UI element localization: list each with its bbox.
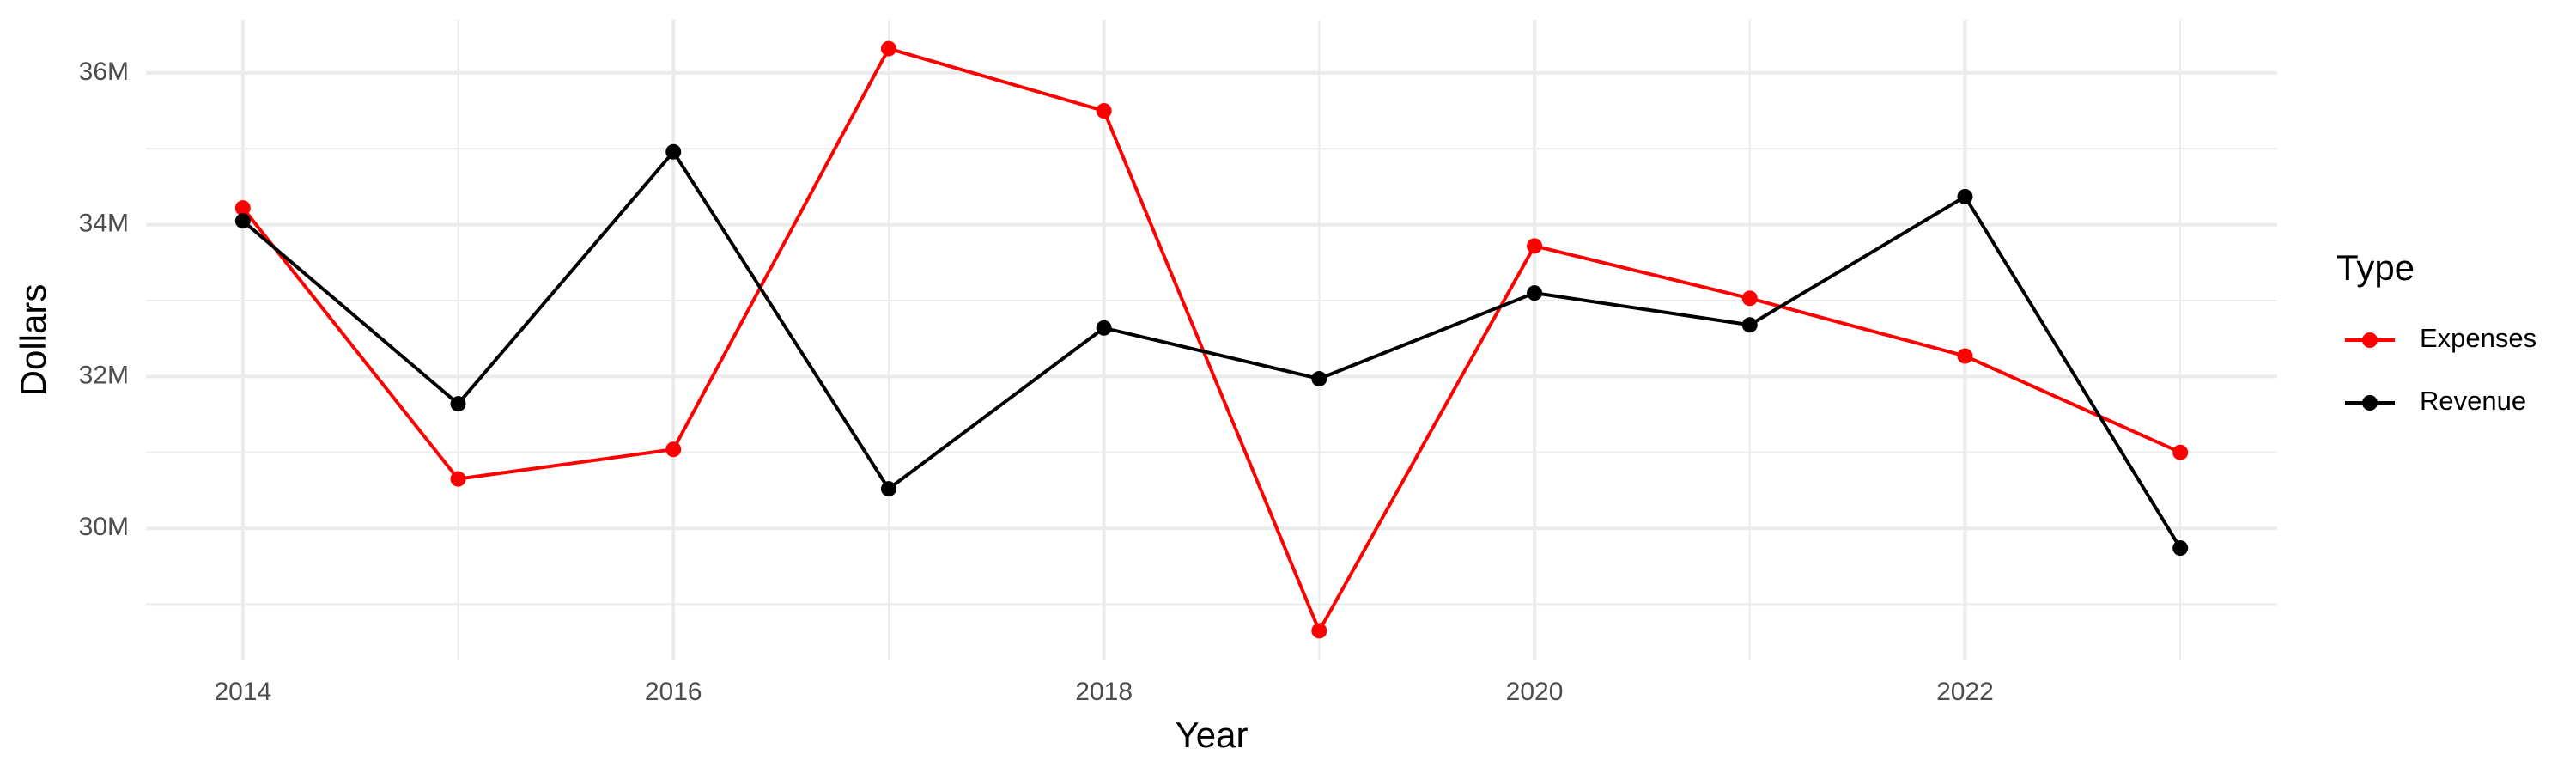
legend-label: Expenses bbox=[2420, 323, 2537, 353]
data-point bbox=[880, 481, 896, 497]
y-tick-label: 36M bbox=[79, 58, 129, 86]
data-point bbox=[1096, 320, 1112, 336]
data-point bbox=[880, 40, 896, 57]
data-point bbox=[1311, 371, 1327, 387]
data-point bbox=[2172, 444, 2189, 460]
data-point bbox=[234, 200, 251, 216]
series-line bbox=[241, 46, 2181, 633]
legend-label: Revenue bbox=[2420, 386, 2526, 416]
x-tick-label: 2018 bbox=[1075, 678, 1133, 706]
data-point bbox=[234, 213, 251, 229]
x-tick-label: 2014 bbox=[214, 678, 271, 706]
x-tick-label: 2022 bbox=[1936, 678, 1994, 706]
data-point bbox=[1311, 623, 1327, 639]
series-line bbox=[241, 149, 2182, 550]
y-tick-label: 34M bbox=[79, 210, 129, 238]
legend-marker bbox=[2362, 395, 2378, 411]
data-point bbox=[1741, 317, 1758, 333]
x-axis-title: Year bbox=[1176, 715, 1249, 755]
data-point bbox=[665, 143, 682, 160]
data-point bbox=[665, 441, 682, 458]
legend-title: Type bbox=[2336, 247, 2415, 288]
data-point bbox=[1957, 188, 1973, 204]
x-tick-label: 2020 bbox=[1506, 678, 1564, 706]
y-axis-title: Dollars bbox=[13, 284, 53, 397]
data-point bbox=[1741, 290, 1758, 307]
data-point bbox=[450, 471, 466, 487]
data-point bbox=[1527, 285, 1543, 301]
legend-marker bbox=[2362, 332, 2378, 348]
data-point bbox=[450, 396, 466, 412]
data-point bbox=[1096, 103, 1112, 119]
data-point bbox=[1527, 238, 1543, 254]
y-tick-label: 32M bbox=[79, 361, 129, 389]
x-tick-label: 2016 bbox=[645, 678, 702, 706]
y-tick-label: 30M bbox=[79, 513, 129, 541]
data-point bbox=[2172, 540, 2189, 557]
data-point bbox=[1957, 348, 1973, 364]
